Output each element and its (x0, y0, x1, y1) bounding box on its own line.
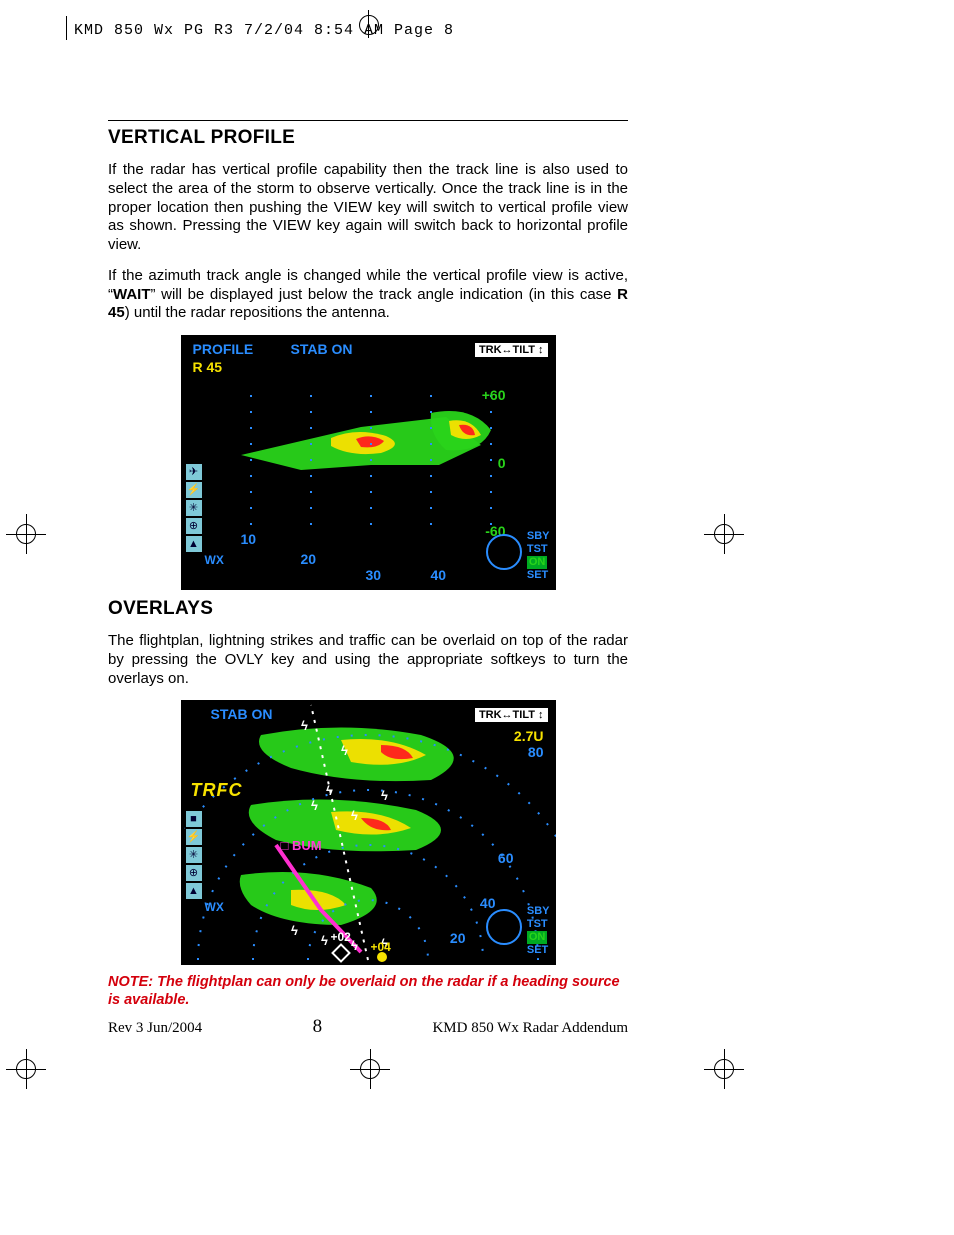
mode-sby: SBY (527, 530, 550, 542)
mode-tst: TST (527, 543, 548, 555)
alt-label: 0 (498, 455, 506, 471)
label-profile: PROFILE (193, 341, 254, 357)
label-tilt: 2.7U (514, 728, 544, 744)
range-label: 60 (498, 850, 514, 866)
side-icon: ⊕ (185, 517, 203, 535)
text: ) until the radar repositions the antenn… (125, 304, 390, 321)
text: ” will be displayed just below the track… (151, 286, 618, 303)
alt-label: +60 (482, 387, 506, 403)
range-label: 10 (241, 531, 257, 547)
traffic-dot-icon (377, 952, 387, 962)
label-wx: WX (205, 553, 224, 567)
label-wx: WX (205, 900, 224, 914)
crop-mark (66, 16, 67, 40)
mode-sby: SBY (527, 905, 550, 917)
side-icon-group: ✈ ⚡ ✳ ⊕ ▲ (185, 463, 203, 553)
range-label: 80 (528, 744, 544, 760)
heading-vertical-profile: VERTICAL PROFILE (108, 127, 628, 149)
side-icon-group: ■ ⚡ ✳ ⊕ ▲ (185, 810, 203, 900)
label-trk-tilt: TRK↔TILT ↕ (475, 708, 548, 722)
crop-mark (710, 1055, 738, 1083)
text-bold: WAIT (113, 286, 151, 303)
side-icon: ■ (185, 810, 203, 828)
side-icon: ▲ (185, 882, 203, 900)
range-label: 20 (450, 930, 466, 946)
label-stab-on: STAB ON (211, 706, 273, 722)
svg-text:ϟ: ϟ (341, 743, 348, 758)
footer-page: 8 (313, 1016, 323, 1038)
note-text: NOTE: The flightplan can only be overlai… (108, 973, 628, 1009)
svg-text:ϟ: ϟ (301, 718, 308, 733)
crop-mark (12, 520, 40, 548)
svg-text:ϟ: ϟ (326, 783, 333, 798)
footer-rev: Rev 3 Jun/2004 (108, 1020, 202, 1037)
svg-text:ϟ: ϟ (351, 938, 358, 953)
svg-text:ϟ: ϟ (351, 808, 358, 823)
svg-text:ϟ: ϟ (321, 933, 328, 948)
range-label: 30 (366, 567, 382, 583)
mode-set: SET (527, 944, 548, 956)
svg-text:ϟ: ϟ (381, 788, 388, 803)
crop-mark (356, 1055, 384, 1083)
side-icon: ⚡ (185, 828, 203, 846)
range-label: 40 (431, 567, 447, 583)
mode-set: SET (527, 569, 548, 581)
crop-mark (710, 520, 738, 548)
svg-text:ϟ: ϟ (291, 923, 298, 938)
label-stab-on: STAB ON (291, 341, 353, 357)
page-footer: Rev 3 Jun/2004 8 KMD 850 Wx Radar Addend… (108, 1016, 628, 1038)
paragraph: The flightplan, lightning strikes and tr… (108, 632, 628, 688)
label-trfc: TRFC (191, 780, 243, 801)
side-icon: ⊕ (185, 864, 203, 882)
side-icon: ✳ (185, 846, 203, 864)
side-icon: ✳ (185, 499, 203, 517)
mode-on: ON (527, 931, 548, 944)
paragraph: If the radar has vertical profile capabi… (108, 161, 628, 255)
prepress-header: KMD 850 Wx PG R3 7/2/04 8:54 AM Page 8 (74, 22, 454, 39)
label-trk-tilt: TRK↔TILT ↕ (475, 343, 548, 357)
svg-text:ϟ: ϟ (311, 798, 318, 813)
side-icon: ▲ (185, 535, 203, 553)
range-label: 20 (301, 551, 317, 567)
radar-profile-figure: PROFILE STAB ON R 45 TRK↔TILT ↕ +60 0 -6… (181, 335, 556, 590)
side-icon: ⚡ (185, 481, 203, 499)
crop-mark (12, 1055, 40, 1083)
label-bum: □ BUM (281, 838, 322, 853)
radar-overlay-figure: ϟϟϟϟϟϟϟϟϟϟ STAB ON TRK↔TILT ↕ 2.7U 80 60… (181, 700, 556, 965)
mode-tst: TST (527, 918, 548, 930)
paragraph: If the azimuth track angle is changed wh… (108, 267, 628, 323)
side-icon: ✈ (185, 463, 203, 481)
heading-overlays: OVERLAYS (108, 598, 628, 620)
footer-doc: KMD 850 Wx Radar Addendum (432, 1020, 628, 1037)
label-r45: R 45 (193, 359, 223, 375)
mode-on: ON (527, 556, 548, 569)
range-label: 40 (480, 895, 496, 911)
